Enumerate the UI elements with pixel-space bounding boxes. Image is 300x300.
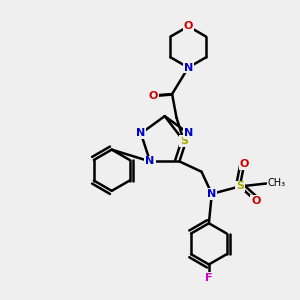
Text: F: F (205, 273, 213, 283)
Text: O: O (239, 159, 249, 170)
Text: S: S (180, 136, 188, 146)
Text: N: N (184, 63, 193, 73)
Text: N: N (207, 189, 216, 199)
Text: O: O (184, 21, 193, 31)
Text: O: O (148, 91, 158, 100)
Text: N: N (146, 156, 154, 167)
Text: S: S (236, 182, 244, 191)
Text: N: N (184, 128, 193, 138)
Text: CH₃: CH₃ (268, 178, 286, 188)
Text: O: O (251, 196, 261, 206)
Text: N: N (136, 128, 146, 138)
